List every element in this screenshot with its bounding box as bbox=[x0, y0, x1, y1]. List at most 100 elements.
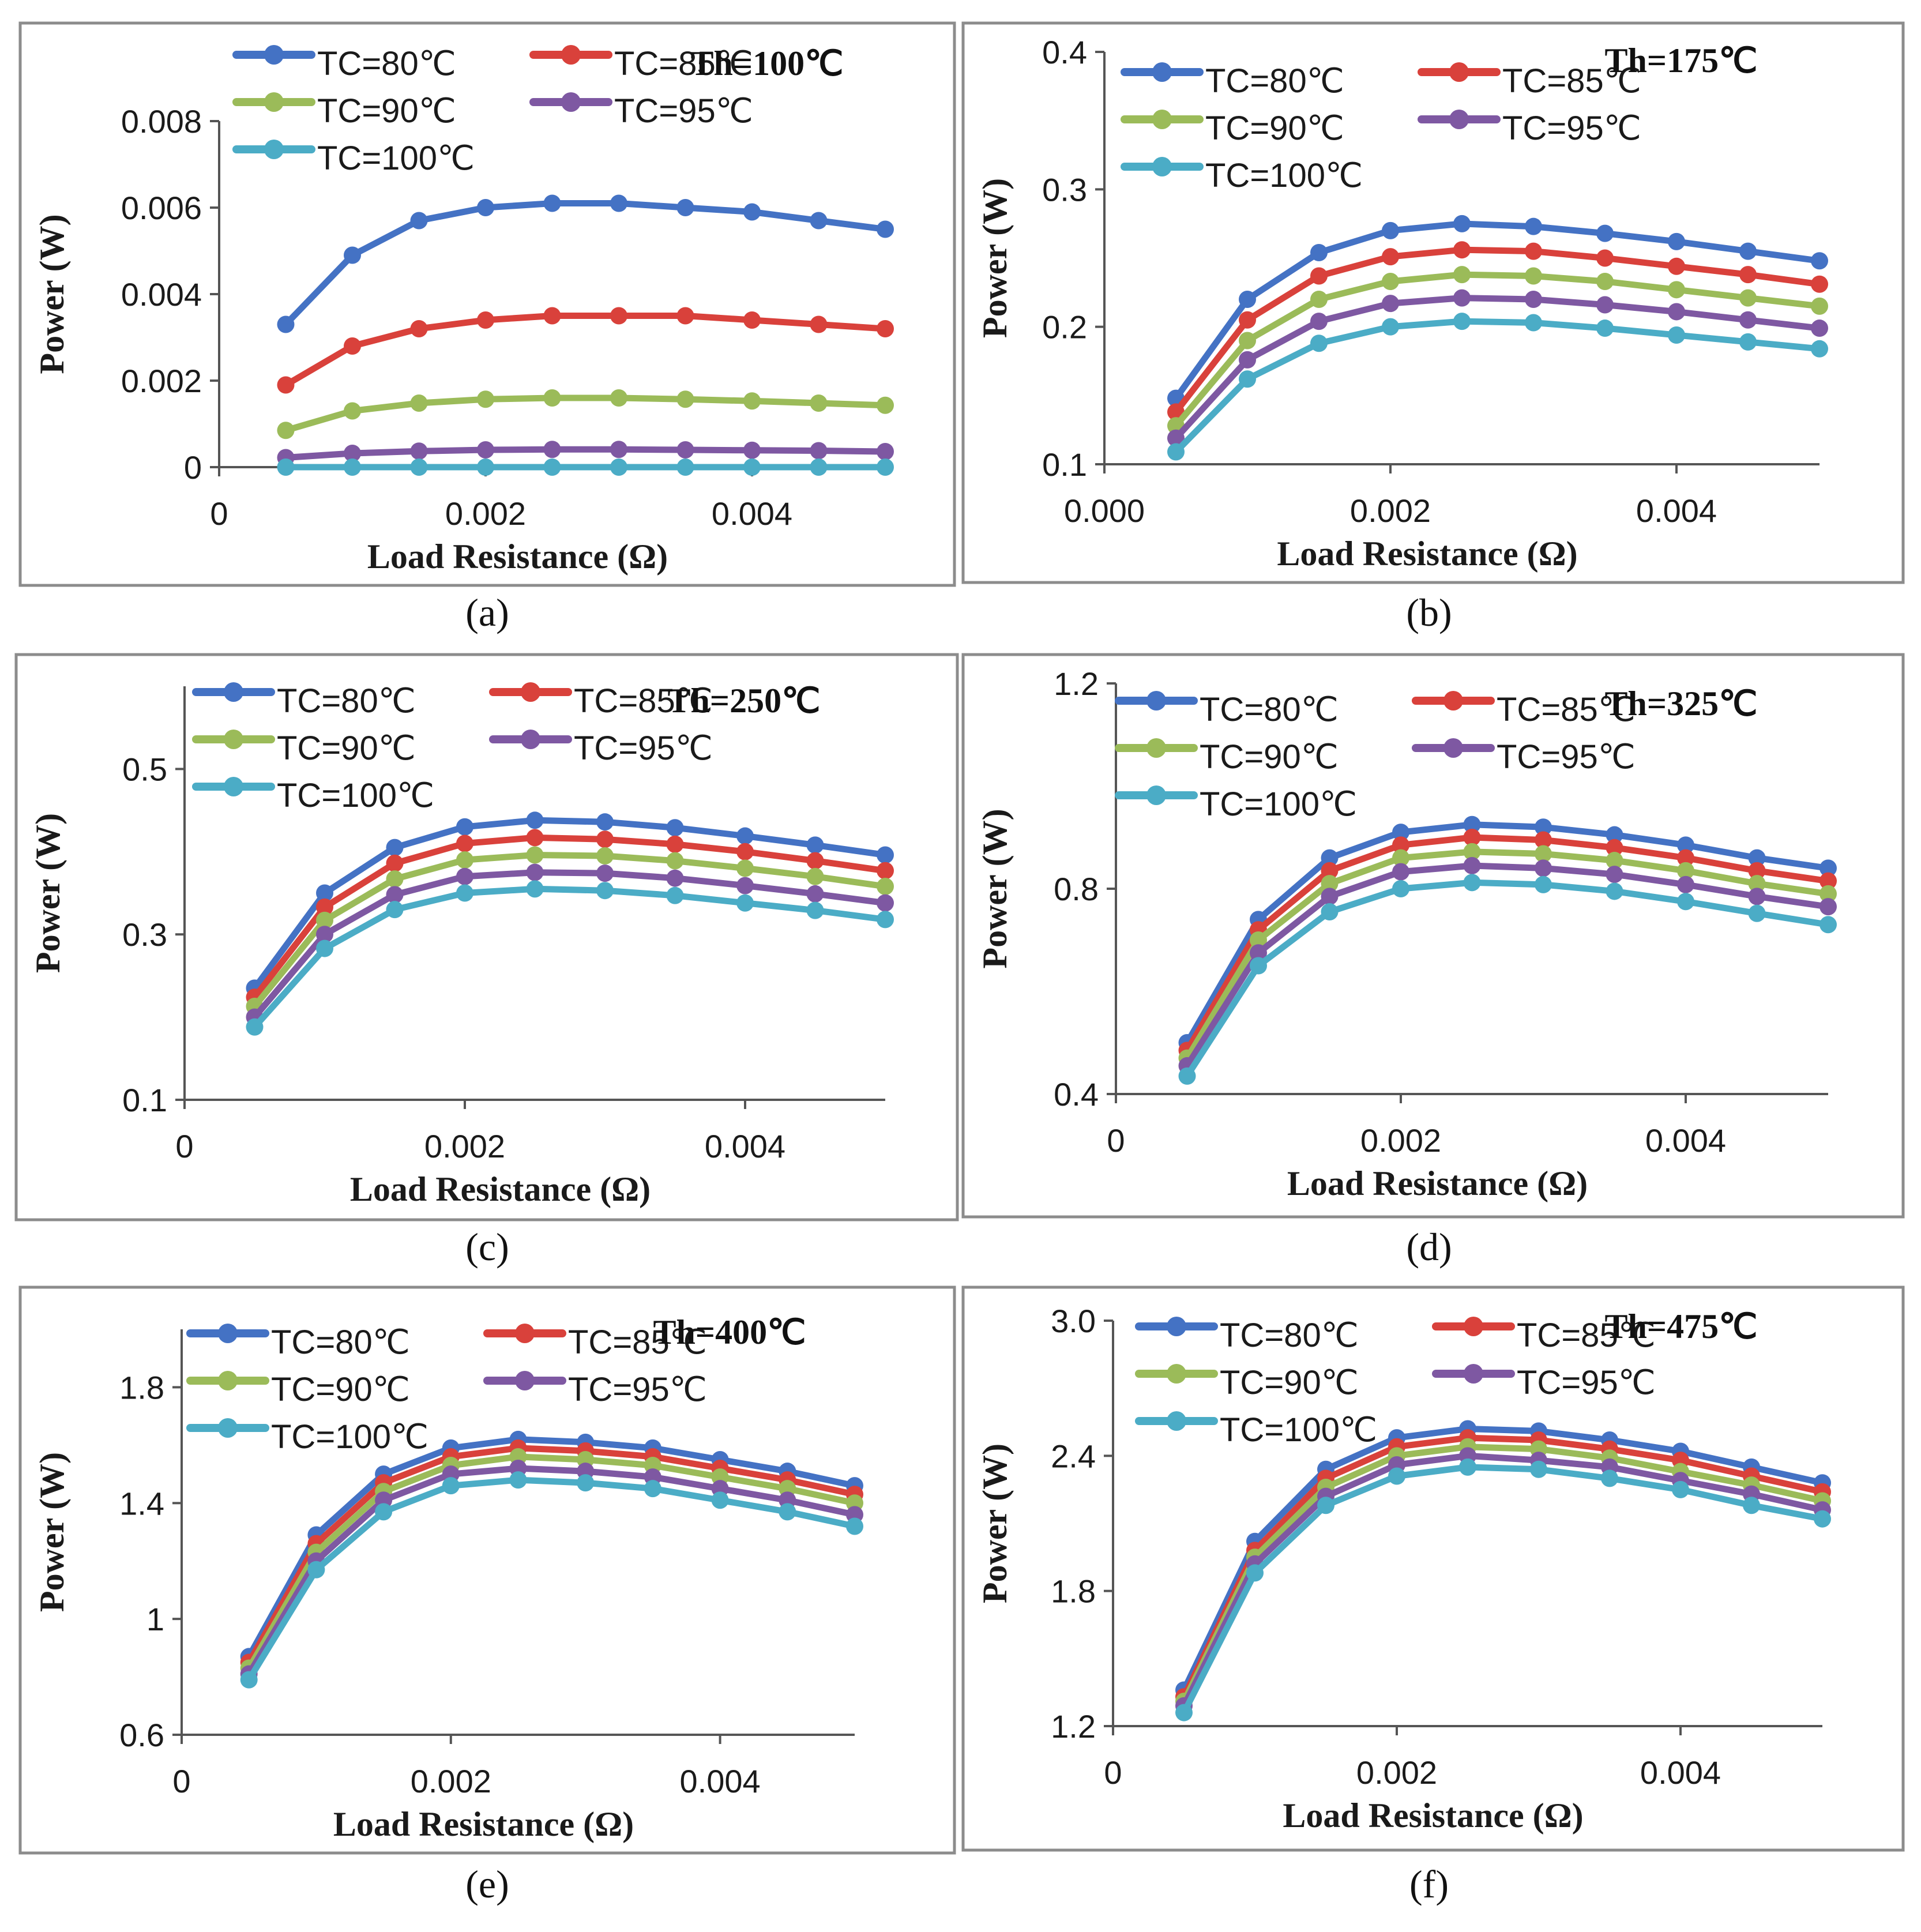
data-point bbox=[1606, 826, 1623, 844]
data-point bbox=[1453, 266, 1471, 284]
y-tick-label: 2.4 bbox=[1051, 1438, 1096, 1474]
legend-label: TC=95℃ bbox=[568, 1371, 707, 1408]
data-point bbox=[1310, 334, 1328, 352]
x-tick-label: 0.002 bbox=[424, 1128, 505, 1164]
series-line-2 bbox=[283, 394, 889, 434]
data-point bbox=[806, 836, 824, 854]
data-point bbox=[410, 458, 428, 476]
data-point bbox=[711, 1491, 729, 1509]
data-point bbox=[1677, 849, 1694, 867]
series-line-4 bbox=[1181, 1464, 1826, 1716]
data-point bbox=[1596, 296, 1614, 314]
legend-label: TC=100℃ bbox=[317, 140, 475, 177]
data-point bbox=[1811, 297, 1828, 315]
y-tick-label: 0.006 bbox=[121, 190, 202, 226]
data-point bbox=[1239, 351, 1256, 369]
x-tick-label: 0.002 bbox=[1350, 493, 1431, 529]
data-point bbox=[736, 894, 754, 912]
legend-label: TC=95℃ bbox=[1497, 738, 1636, 776]
y-axis-title: Power (W) bbox=[33, 1452, 71, 1612]
legend-label: TC=85℃ bbox=[1502, 62, 1641, 100]
data-point bbox=[779, 1503, 796, 1521]
legend-swatch-marker bbox=[224, 777, 243, 796]
data-point bbox=[1668, 281, 1685, 299]
data-point bbox=[344, 458, 361, 476]
x-tick-label: 0 bbox=[210, 495, 228, 532]
temperature-label: Th=250℃ bbox=[668, 682, 821, 720]
data-point bbox=[676, 199, 694, 216]
data-point bbox=[386, 839, 404, 856]
series-line-3 bbox=[1181, 1452, 1826, 1709]
data-point bbox=[1739, 242, 1757, 260]
data-point bbox=[610, 194, 627, 212]
data-point bbox=[1606, 882, 1623, 900]
legend-swatch-marker bbox=[515, 1324, 535, 1343]
data-point bbox=[1321, 875, 1339, 893]
data-point bbox=[1459, 1458, 1476, 1476]
y-tick-label: 1.2 bbox=[1054, 666, 1099, 702]
data-point bbox=[1382, 295, 1399, 313]
data-point bbox=[526, 846, 544, 864]
data-point bbox=[1317, 1497, 1334, 1514]
legend-swatch-marker bbox=[1146, 738, 1166, 758]
data-point bbox=[743, 203, 761, 221]
x-tick-label: 0 bbox=[175, 1128, 193, 1164]
data-point bbox=[456, 851, 473, 869]
panel-caption: (d) bbox=[1406, 1225, 1452, 1269]
data-point bbox=[877, 458, 894, 476]
data-point bbox=[810, 442, 828, 460]
series-line-2 bbox=[251, 852, 889, 1010]
y-axis-title: Power (W) bbox=[976, 178, 1014, 338]
legend-swatch-marker bbox=[1443, 691, 1463, 711]
legend-label: TC=80℃ bbox=[1205, 62, 1344, 100]
data-point bbox=[676, 390, 694, 408]
data-point bbox=[1250, 957, 1267, 975]
data-point bbox=[736, 877, 754, 894]
data-point bbox=[1239, 332, 1256, 349]
series-line-0 bbox=[283, 200, 889, 328]
data-point bbox=[596, 847, 614, 864]
data-point bbox=[806, 885, 824, 903]
legend-swatch-marker bbox=[1464, 1317, 1483, 1336]
data-point bbox=[442, 1477, 460, 1495]
data-point bbox=[810, 212, 828, 230]
data-point bbox=[526, 863, 544, 881]
panel-caption: (e) bbox=[465, 1862, 509, 1906]
legend-label: TC=85℃ bbox=[1517, 1317, 1656, 1354]
y-tick-label: 0.4 bbox=[1042, 34, 1087, 70]
data-point bbox=[386, 854, 404, 872]
data-point bbox=[877, 320, 894, 337]
x-tick-label: 0.004 bbox=[712, 495, 792, 532]
data-point bbox=[1596, 273, 1614, 291]
data-point bbox=[596, 830, 614, 848]
series-line-3 bbox=[246, 1465, 858, 1678]
legend-label: TC=80℃ bbox=[271, 1324, 410, 1361]
legend-swatch-marker bbox=[1449, 62, 1469, 82]
data-point bbox=[344, 337, 361, 355]
data-point bbox=[1811, 340, 1828, 358]
y-tick-label: 0.2 bbox=[1042, 309, 1087, 345]
y-tick-label: 1.8 bbox=[119, 1369, 164, 1405]
series-line-1 bbox=[246, 1445, 858, 1666]
data-point bbox=[743, 458, 761, 476]
x-tick-label: 0.004 bbox=[1636, 493, 1717, 529]
data-point bbox=[1310, 291, 1328, 308]
data-point bbox=[344, 402, 361, 420]
series-line-0 bbox=[246, 1436, 858, 1660]
panel-caption: (b) bbox=[1406, 591, 1452, 634]
data-point bbox=[1535, 875, 1552, 893]
data-point bbox=[610, 458, 627, 476]
series-line-3 bbox=[1184, 862, 1832, 1069]
series-line-3 bbox=[1172, 295, 1823, 442]
data-point bbox=[1748, 849, 1766, 867]
data-point bbox=[1820, 872, 1837, 890]
data-point bbox=[1463, 874, 1481, 892]
data-point bbox=[1601, 1469, 1618, 1487]
x-tick-label: 0 bbox=[172, 1763, 190, 1799]
data-point bbox=[877, 220, 894, 238]
data-point bbox=[610, 307, 627, 325]
series-line-0 bbox=[1184, 821, 1832, 1046]
x-tick-label: 0.000 bbox=[1064, 493, 1145, 529]
data-point bbox=[1811, 275, 1828, 293]
